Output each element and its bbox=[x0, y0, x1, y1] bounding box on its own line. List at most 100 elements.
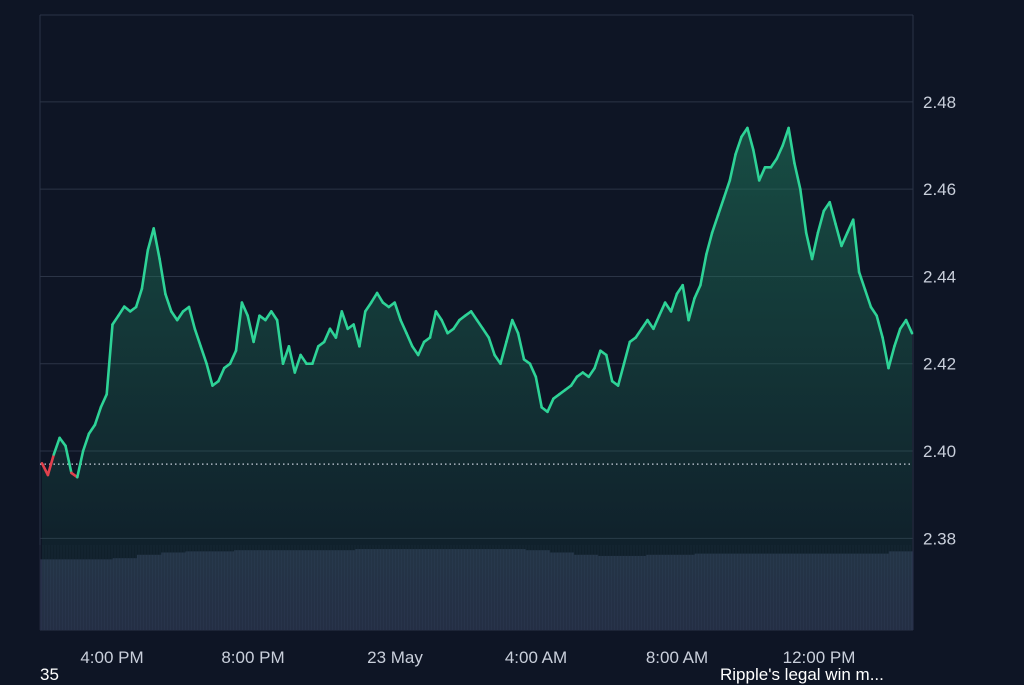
price-line-segment-up bbox=[875, 314, 884, 339]
price-line-segment-up bbox=[269, 310, 279, 322]
x-tick-label: 23 May bbox=[367, 648, 423, 667]
price-line-segment-up bbox=[646, 318, 655, 331]
price-line-segment-up bbox=[869, 305, 879, 318]
y-tick-label: 2.42 bbox=[923, 355, 956, 374]
price-line-segment-up bbox=[810, 231, 820, 261]
price-line-segment-up bbox=[217, 366, 226, 383]
price-line-segment-up bbox=[481, 327, 491, 339]
price-line-segment-up bbox=[375, 291, 385, 304]
price-line-segment-up bbox=[369, 291, 379, 304]
price-line-segment-up bbox=[893, 327, 902, 348]
y-tick-label: 2.46 bbox=[923, 180, 956, 199]
price-line-segment-up bbox=[228, 349, 238, 366]
price-line-segment-up bbox=[187, 305, 197, 331]
x-tick-label: 8:00 AM bbox=[646, 648, 708, 667]
price-line-segment-up bbox=[452, 318, 461, 331]
price-line-segment-up bbox=[681, 283, 690, 322]
price-area bbox=[42, 128, 912, 630]
footer-news-headline[interactable]: Ripple's legal win m... bbox=[720, 665, 884, 684]
price-line-segment-up bbox=[105, 323, 114, 396]
price-line-segment-up bbox=[275, 318, 285, 366]
price-line-segment-up bbox=[399, 318, 408, 335]
price-line-segment-up bbox=[798, 187, 808, 235]
price-line-segment-up bbox=[199, 344, 208, 366]
price-line-segment-up bbox=[634, 327, 643, 339]
price-line-segment-up bbox=[487, 336, 496, 357]
price-line-segment-up bbox=[740, 126, 749, 139]
price-line-segment-up bbox=[787, 126, 796, 165]
price-line-segment-up bbox=[158, 257, 167, 296]
price-line-segment-up bbox=[534, 375, 544, 409]
price-line-segment-down bbox=[46, 453, 56, 477]
price-line-segment-up bbox=[246, 314, 255, 344]
price-line-segment-up bbox=[722, 179, 732, 200]
y-axis-labels: 2.48 2.46 2.44 2.42 2.40 2.38 bbox=[923, 93, 956, 548]
price-line-segment-up bbox=[904, 318, 914, 335]
price-line-segment-up bbox=[340, 310, 350, 331]
price-line-segment-up bbox=[751, 148, 761, 182]
price-line-segment-up bbox=[781, 126, 790, 147]
price-line-segment-up bbox=[528, 362, 538, 379]
price-line-segment-up bbox=[851, 218, 861, 274]
price-line-segment-up bbox=[699, 253, 708, 287]
x-tick-label: 12:00 PM bbox=[783, 648, 856, 667]
price-line-segment-up bbox=[152, 227, 161, 261]
price-line-segment-up bbox=[358, 310, 367, 348]
price-line-segment-up bbox=[240, 301, 249, 318]
price-line-segment-up bbox=[881, 336, 890, 370]
price-line-segment-up bbox=[728, 152, 737, 182]
x-tick-label: 8:00 PM bbox=[221, 648, 284, 667]
y-tick-label: 2.48 bbox=[923, 93, 956, 112]
price-line-segment-up bbox=[81, 432, 91, 453]
price-line-segment-up bbox=[493, 353, 502, 366]
price-line-segment-up bbox=[293, 353, 302, 374]
price-line-segment-up bbox=[76, 449, 85, 479]
price-line-segment-up bbox=[352, 323, 361, 348]
price-line-segment-up bbox=[99, 392, 108, 409]
price-line-segment-up bbox=[663, 301, 673, 313]
price-line-segment-up bbox=[334, 310, 344, 339]
price-line-segment-up bbox=[510, 318, 520, 335]
x-tick-label: 4:00 AM bbox=[505, 648, 567, 667]
price-line-segment-up bbox=[111, 314, 120, 326]
price-line-segment-up bbox=[546, 397, 555, 414]
price-line-segment-up bbox=[816, 209, 826, 235]
price-line-segment-up bbox=[117, 305, 126, 318]
price-line-segment-up bbox=[58, 436, 67, 448]
price-line-segment-up bbox=[804, 231, 814, 261]
price-line-segment-up bbox=[299, 353, 308, 366]
price-line-segment-up bbox=[363, 301, 373, 313]
price-line-segment-up bbox=[87, 423, 97, 435]
price-line-segment-up bbox=[604, 353, 614, 383]
price-line-segment-up bbox=[587, 366, 596, 379]
price-line-segment-up bbox=[834, 222, 843, 248]
price-line-segment-up bbox=[716, 196, 726, 217]
price-line-segment-up bbox=[757, 166, 767, 182]
price-line-segment-up bbox=[516, 331, 526, 361]
price-line-segment-up bbox=[734, 135, 743, 156]
price-line-segment-up bbox=[822, 200, 832, 213]
price-line-segment-down bbox=[40, 461, 50, 477]
price-line-segment-up bbox=[746, 126, 755, 152]
x-tick-label: 4:00 PM bbox=[80, 648, 143, 667]
price-line-segment-up bbox=[164, 292, 173, 313]
price-line-segment-up bbox=[193, 327, 202, 348]
price-line-segment-up bbox=[281, 344, 291, 366]
price-line-segment-up bbox=[505, 318, 514, 344]
price-line-segment-up bbox=[569, 375, 579, 387]
price-line-segment-up bbox=[793, 161, 802, 191]
price-line-segment-up bbox=[475, 318, 485, 331]
price-line-segment-up bbox=[687, 296, 696, 322]
price-line-segment-up bbox=[205, 362, 214, 387]
price-line-segment-up bbox=[622, 340, 632, 366]
price-line-segment-up bbox=[170, 310, 179, 322]
price-line-segment-up bbox=[140, 249, 150, 291]
price-line-segment-up bbox=[322, 327, 332, 344]
price-line-segment-up bbox=[863, 288, 873, 309]
price-line-segment-up bbox=[410, 344, 420, 357]
price-line-segment-up bbox=[93, 406, 103, 427]
price-line-segment-up bbox=[840, 231, 849, 248]
y-tick-label: 2.38 bbox=[923, 529, 956, 548]
price-line-segment-up bbox=[287, 344, 297, 374]
